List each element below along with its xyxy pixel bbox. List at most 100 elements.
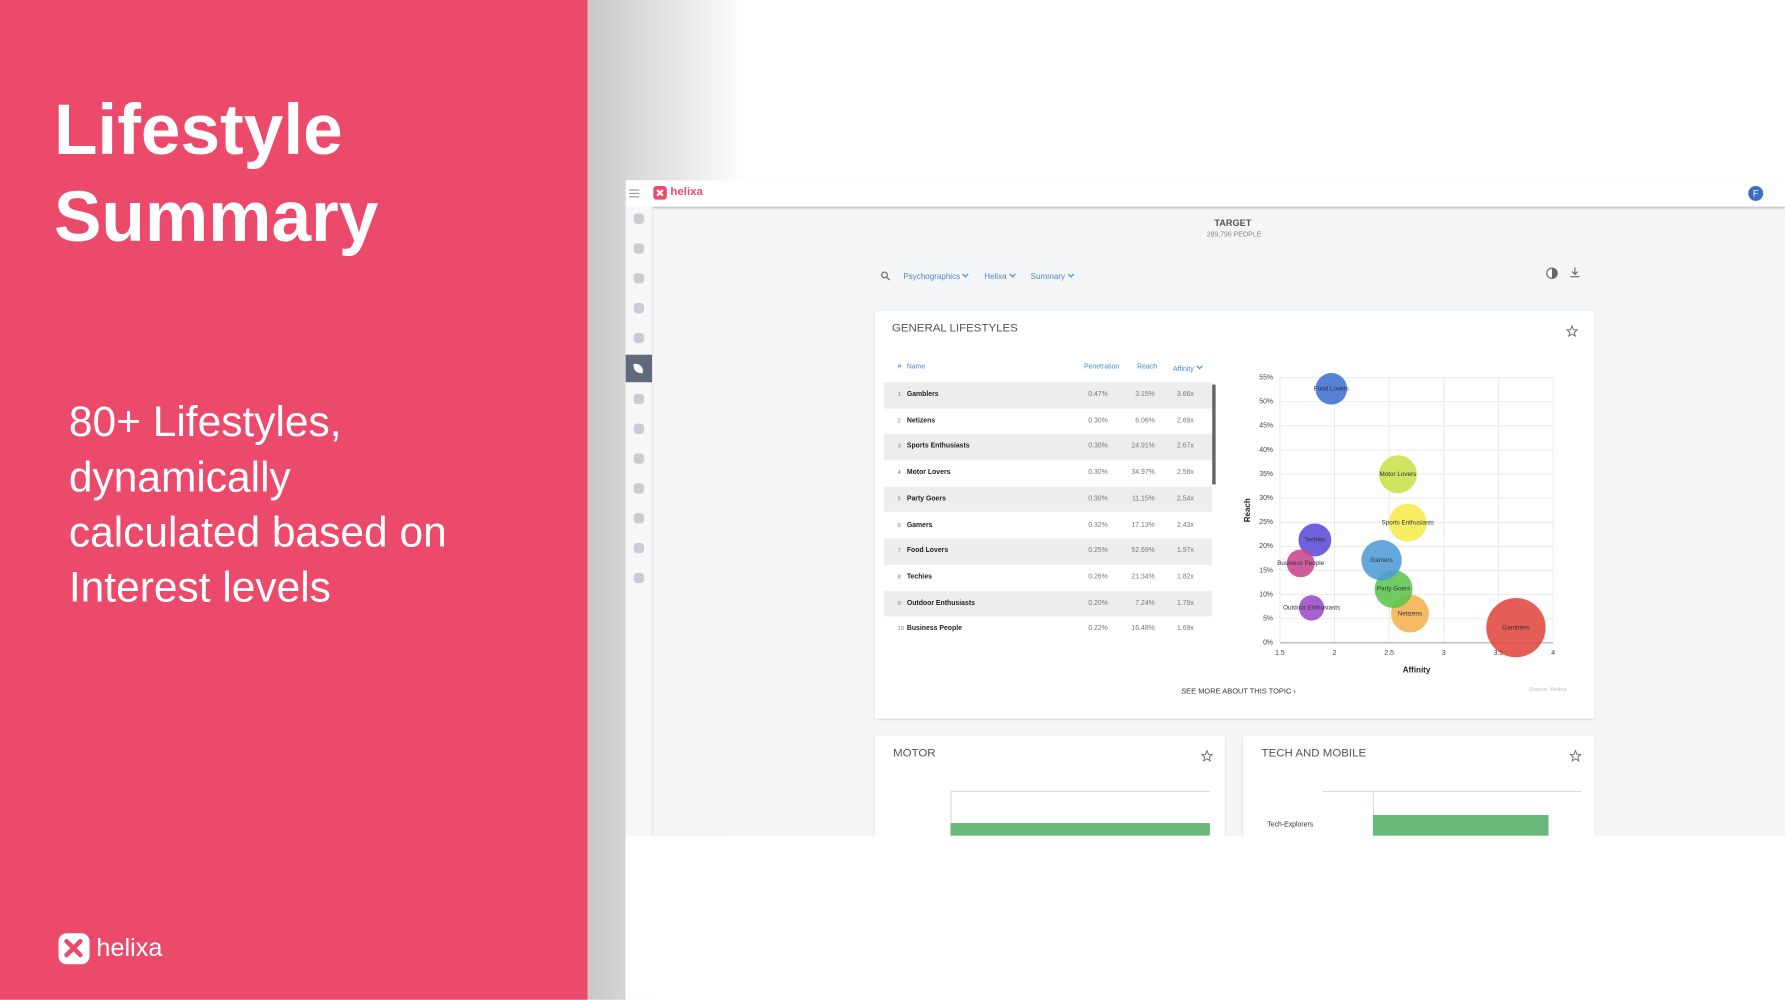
see-more-link[interactable]: SEE MORE ABOUT THIS TOPIC › [1181,687,1296,696]
nav-icon[interactable] [633,453,644,464]
filter-dropdown[interactable]: Helixa [984,271,1016,282]
sort-icon [1196,362,1203,370]
row-cell: 1.82x [1176,573,1194,581]
row-name: Food Lovers [906,547,949,555]
top-bar: helixa F [625,180,1785,207]
brand-name: helixa [96,933,163,962]
row-name: Gamers [906,521,933,529]
target-people: 289,796 PEOPLE [1206,231,1262,239]
general-lifestyles-card [874,311,1595,719]
row-cell: 3 [897,443,901,451]
axis-line [1372,790,1375,837]
row-cell: 6.06% [1135,417,1155,425]
row-cell: 0.25% [1088,547,1108,555]
bar [950,823,1210,837]
row-name: Netizens [906,417,936,425]
row-cell: 1 [897,391,901,399]
row-cell: 0.30% [1088,417,1108,425]
row-name: Techies [906,573,932,581]
column-header[interactable]: Penetration [1083,363,1120,371]
card-title: TECH AND MOBILE [1261,747,1367,760]
row-cell: 2.67x [1176,443,1194,451]
row-cell: 0.22% [1088,625,1108,633]
star-icon[interactable] [1565,324,1579,338]
app-brand: helixa [670,185,703,199]
row-cell: 6 [897,521,901,529]
row-cell: 24.91% [1131,443,1155,451]
filter-dropdown[interactable]: Summary [1030,271,1075,282]
contrast-icon[interactable] [1546,267,1558,279]
row-cell: 11.15% [1131,495,1155,503]
row-shade [883,590,1213,617]
star-icon[interactable] [1200,749,1214,763]
axis-line [950,790,952,837]
row-cell: 7.24% [1135,599,1155,607]
row-shade [883,382,1213,409]
row-cell: 3.66x [1176,391,1194,399]
row-cell: 2.43x [1176,521,1194,529]
row-cell: 2 [897,417,901,425]
nav-icon[interactable] [633,213,644,224]
row-cell: 52.69% [1131,547,1155,555]
star-icon[interactable] [1569,749,1582,763]
row-cell: 21.34% [1131,573,1155,581]
nav-icon[interactable] [633,243,644,254]
row-cell: 0.47% [1088,391,1108,399]
nav-icon[interactable] [633,423,644,434]
left-panel: Lifestyle Summary 80+ Lifestyles, dynami… [0,0,588,1000]
axis-line [1322,790,1582,793]
row-name: Party Goers [906,495,946,503]
filter-bar: Psychographics Helixa Summary [903,271,1075,282]
column-header[interactable]: Reach [1137,363,1158,371]
row-cell: 34.97% [1131,469,1155,477]
nav-icon[interactable] [633,303,644,314]
nav-icon[interactable] [633,542,644,554]
nav-icon[interactable] [633,332,644,344]
row-cell: 4 [897,469,901,477]
nav-active[interactable] [625,354,653,383]
filter-label: Helixa [984,273,1007,282]
row-cell: 0.26% [1088,573,1108,581]
slide-subtitle: Interest levels [68,563,331,611]
target-label: TARGET [1214,218,1252,229]
slide-title: Lifestyle [53,90,343,170]
row-cell: 0.20% [1088,599,1108,607]
chevron [1067,271,1075,278]
slide-subtitle: 80+ Lifestyles, [68,398,342,446]
nav-icon[interactable] [633,273,644,284]
bar [1372,815,1549,837]
row-cell: 0.30% [1088,495,1108,503]
row-cell: 10 [897,625,905,633]
column-header[interactable]: Affinity [1173,362,1203,373]
nav-icon[interactable] [633,393,644,405]
nav-icon[interactable] [633,513,644,524]
nav-icon[interactable] [633,483,644,494]
row-cell: 17.13% [1131,521,1155,529]
chevron [962,271,970,278]
filter-label: Summary [1030,273,1066,282]
slide-subtitle: dynamically [68,453,291,501]
user-avatar[interactable]: F [1748,185,1764,201]
card-title: MOTOR [893,747,936,760]
slide-title: Summary [53,177,379,258]
row-cell: 2.58x [1176,469,1194,477]
bar-label: Tech-Explorers [1267,821,1314,829]
axis-line [950,790,1210,793]
card-title: GENERAL LIFESTYLES [891,322,1018,336]
row-name: Outdoor Enthusiasts [906,599,975,607]
screenshot-edge [625,835,1785,1000]
row-name: Gamblers [906,391,939,399]
slide-subtitle: calculated based on [68,508,447,556]
menu-icon[interactable] [629,189,640,191]
download-icon[interactable] [1569,266,1580,278]
row-cell: 5 [897,495,901,503]
search-icon[interactable] [880,271,891,281]
row-cell: 8 [897,573,901,581]
filter-label: Psychographics [903,273,961,282]
filter-dropdown[interactable]: Psychographics [903,271,970,282]
brand-logo [58,933,90,965]
nav-icon[interactable] [633,572,644,584]
row-cell: 7 [897,547,901,555]
scrollbar[interactable] [1212,384,1216,485]
